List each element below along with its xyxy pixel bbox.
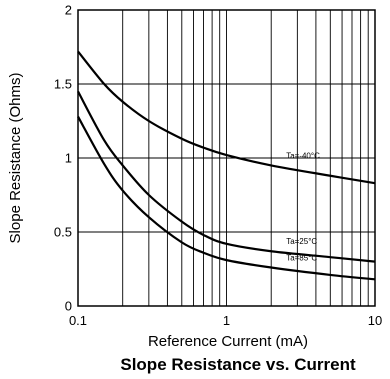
series-label: Ta=-40°C (286, 151, 320, 160)
x-tick-labels: 0.1 1 10 (69, 313, 382, 328)
y-tick-label: 0 (65, 299, 72, 314)
x-tick-label: 0.1 (69, 313, 87, 328)
x-tick-label: 1 (223, 313, 230, 328)
y-tick-label: 2 (65, 3, 72, 18)
series-label: Ta=25°C (286, 237, 317, 246)
series-labels: Ta=-40°C Ta=25°C Ta=85°C (286, 151, 320, 262)
y-tick-label: 1.5 (54, 77, 72, 92)
y-tick-label: 0.5 (54, 225, 72, 240)
series-label: Ta=85°C (286, 254, 317, 263)
y-tick-label: 1 (65, 151, 72, 166)
series-line (77, 50, 376, 185)
y-axis-title: Slope Resistance (Ohms) (7, 73, 24, 244)
series-line (77, 90, 376, 263)
x-axis-title: Reference Current (mA) (148, 333, 308, 350)
x-tick-label: 10 (368, 313, 382, 328)
series-line (77, 116, 376, 281)
series-curves (77, 50, 376, 281)
plot-frame (77, 9, 376, 307)
chart-title: Slope Resistance vs. Current (120, 355, 356, 374)
y-tick-labels: 0 0.5 1 1.5 2 (54, 3, 72, 314)
grid-lines (78, 9, 375, 307)
